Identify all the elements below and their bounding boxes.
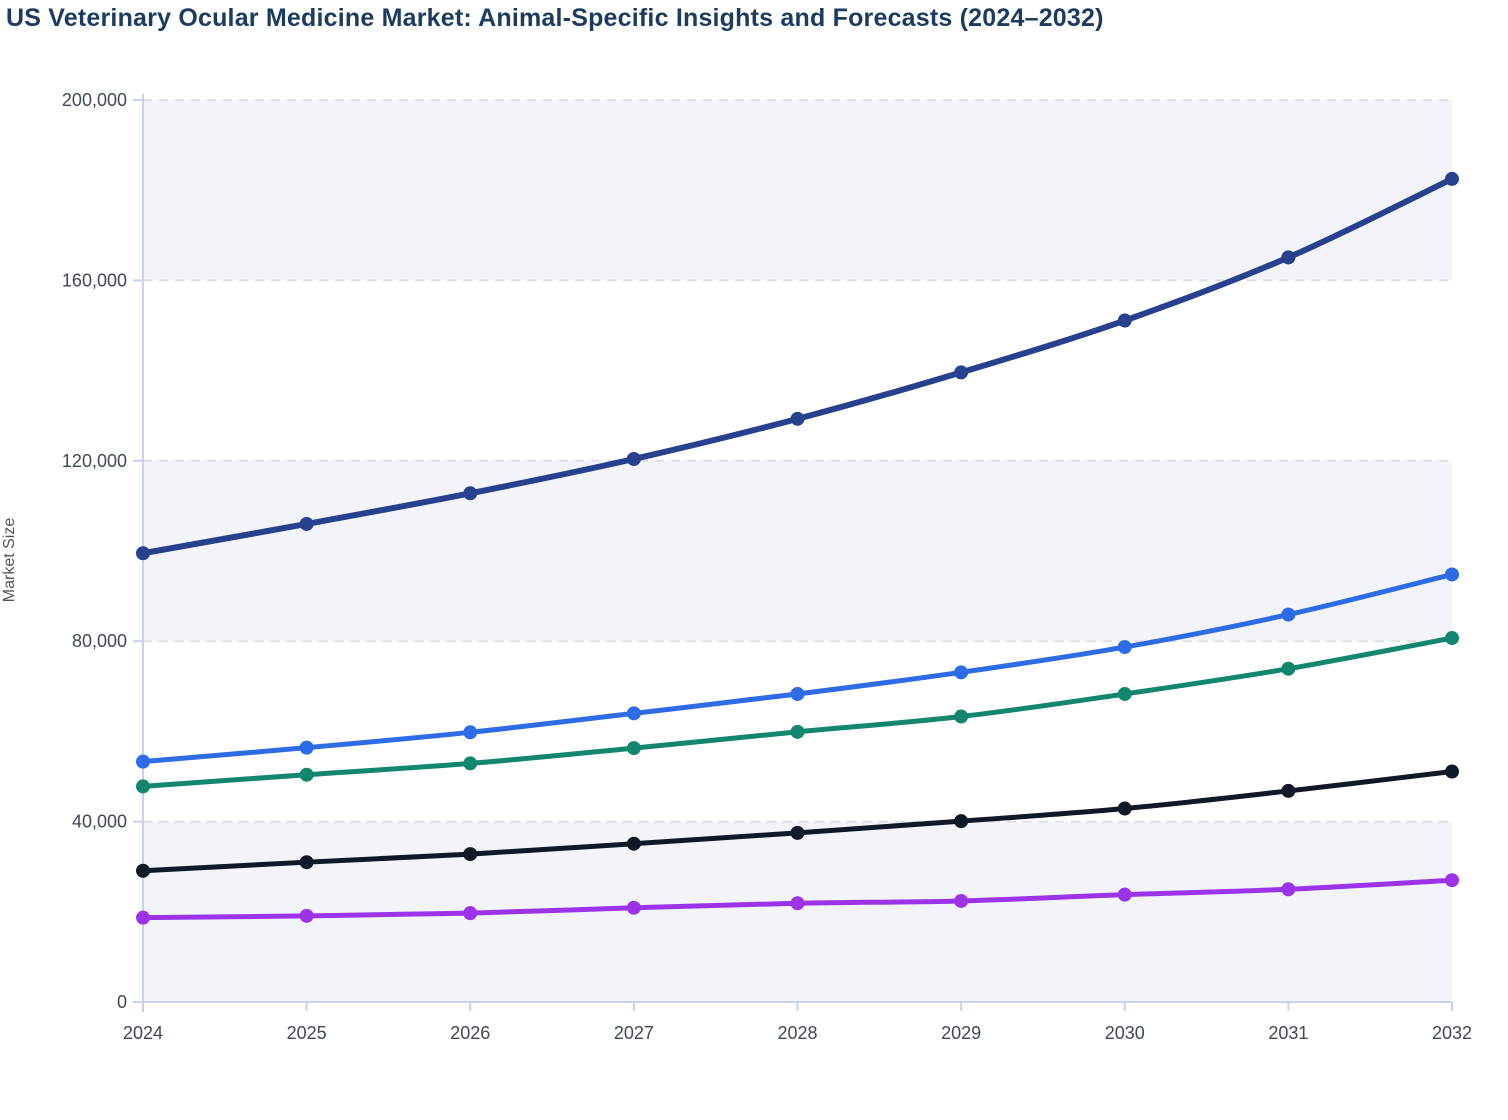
data-point-navy-2025[interactable] xyxy=(299,516,314,531)
y-tick-label: 200,000 xyxy=(62,90,127,110)
series-line-navy xyxy=(140,175,1455,557)
data-point-blue-2026[interactable] xyxy=(463,725,478,740)
data-point-green-2030[interactable] xyxy=(1117,686,1132,701)
data-point-navy-2031[interactable] xyxy=(1281,250,1296,265)
data-point-black-2029[interactable] xyxy=(954,814,969,829)
data-point-blue-2030[interactable] xyxy=(1117,640,1132,655)
data-point-green-2024[interactable] xyxy=(136,779,150,794)
x-tick-label: 2025 xyxy=(287,1023,327,1043)
data-point-purple-2024[interactable] xyxy=(136,910,150,925)
y-tick-label: 0 xyxy=(117,992,127,1012)
data-point-navy-2030[interactable] xyxy=(1117,313,1132,328)
y-tick-label: 80,000 xyxy=(72,631,127,651)
x-tick-label: 2028 xyxy=(777,1023,817,1043)
data-point-blue-2025[interactable] xyxy=(299,740,314,755)
x-tick-label: 2027 xyxy=(614,1023,654,1043)
data-point-purple-2027[interactable] xyxy=(626,900,641,915)
data-point-blue-2024[interactable] xyxy=(136,754,150,769)
data-point-purple-2026[interactable] xyxy=(463,906,478,921)
data-point-purple-2028[interactable] xyxy=(790,896,805,911)
data-point-black-2027[interactable] xyxy=(626,836,641,851)
data-point-navy-2029[interactable] xyxy=(954,365,969,380)
background-band xyxy=(143,100,1452,281)
data-point-green-2025[interactable] xyxy=(299,767,314,782)
x-tick-label: 2024 xyxy=(123,1023,163,1043)
data-point-green-2026[interactable] xyxy=(463,756,478,771)
data-point-green-2027[interactable] xyxy=(626,741,641,756)
data-point-black-2032[interactable] xyxy=(1445,764,1459,779)
data-point-purple-2025[interactable] xyxy=(299,908,314,923)
data-point-navy-2026[interactable] xyxy=(463,486,478,501)
data-point-black-2025[interactable] xyxy=(299,855,314,870)
data-point-navy-2024[interactable] xyxy=(136,546,150,561)
data-point-black-2031[interactable] xyxy=(1281,783,1296,798)
data-point-green-2028[interactable] xyxy=(790,724,805,739)
x-tick-label: 2031 xyxy=(1268,1023,1308,1043)
data-point-purple-2031[interactable] xyxy=(1281,882,1296,897)
chart-title: US Veterinary Ocular Medicine Market: An… xyxy=(6,4,1104,32)
data-point-blue-2031[interactable] xyxy=(1281,607,1296,622)
data-point-green-2031[interactable] xyxy=(1281,661,1296,676)
data-point-black-2024[interactable] xyxy=(136,863,150,878)
data-point-green-2029[interactable] xyxy=(954,709,969,724)
x-tick-label: 2029 xyxy=(941,1023,981,1043)
x-tick-label: 2032 xyxy=(1432,1023,1472,1043)
data-point-purple-2029[interactable] xyxy=(954,893,969,908)
data-point-purple-2030[interactable] xyxy=(1117,887,1132,902)
background-band xyxy=(143,821,1452,1002)
series-line-green xyxy=(140,635,1455,789)
data-point-black-2026[interactable] xyxy=(463,847,478,862)
data-point-navy-2032[interactable] xyxy=(1445,171,1459,186)
data-point-purple-2032[interactable] xyxy=(1445,873,1459,888)
data-point-green-2032[interactable] xyxy=(1445,631,1459,646)
data-point-blue-2029[interactable] xyxy=(954,665,969,680)
data-point-blue-2028[interactable] xyxy=(790,686,805,701)
y-tick-label: 120,000 xyxy=(62,451,127,471)
data-point-navy-2027[interactable] xyxy=(626,451,641,466)
data-point-blue-2032[interactable] xyxy=(1445,567,1459,582)
data-point-black-2030[interactable] xyxy=(1117,801,1132,816)
y-tick-label: 160,000 xyxy=(62,270,127,290)
x-tick-label: 2026 xyxy=(450,1023,490,1043)
data-point-blue-2027[interactable] xyxy=(626,706,641,721)
x-tick-label: 2030 xyxy=(1105,1023,1145,1043)
data-point-black-2028[interactable] xyxy=(790,825,805,840)
data-point-navy-2028[interactable] xyxy=(790,411,805,426)
background-band xyxy=(143,460,1452,642)
y-tick-label: 40,000 xyxy=(72,812,127,832)
